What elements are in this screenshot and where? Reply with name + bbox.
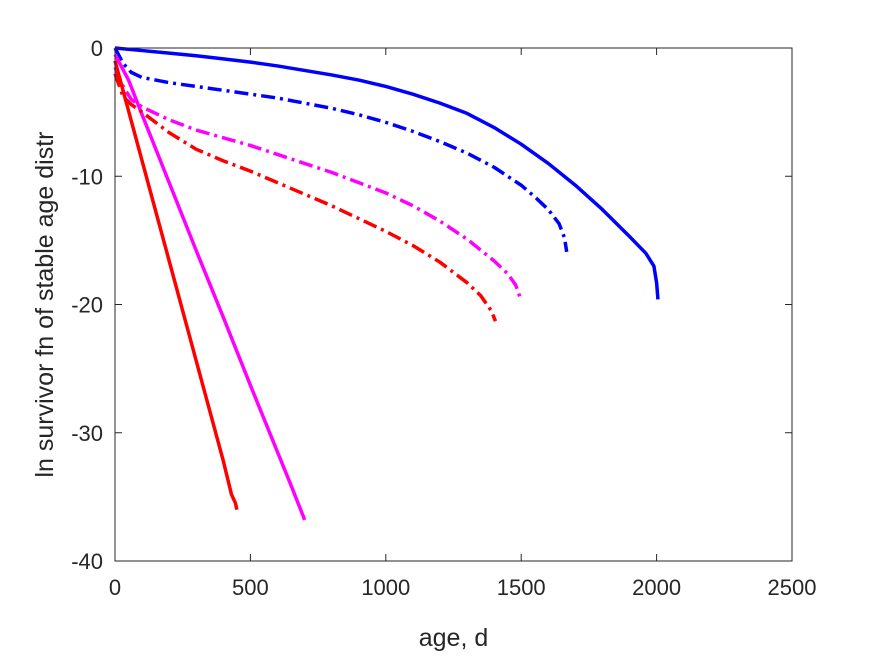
y-tick-label: -10	[71, 164, 103, 189]
y-axis-title: ln survivor fn of stable age distr	[31, 132, 59, 478]
x-tick-label: 2000	[632, 575, 681, 600]
x-axis-title: age, d	[419, 624, 489, 652]
series-line-4-dashdot	[113, 66, 522, 298]
series-line-1-solid	[114, 46, 660, 300]
series-line-6-dashdot	[113, 73, 498, 322]
series-line-2-dashdot	[113, 47, 569, 253]
x-tick-label: 2500	[768, 575, 817, 600]
y-tick-label: -40	[71, 549, 103, 574]
series-line-5-solid	[113, 60, 239, 511]
y-tick-label: 0	[91, 36, 103, 61]
x-axis: 0 500 1000 1500 2000 2500	[109, 48, 817, 600]
y-tick-label: -20	[71, 293, 103, 318]
x-tick-label: 500	[232, 575, 269, 600]
x-tick-label: 0	[109, 575, 121, 600]
series-line-3-solid	[113, 53, 307, 521]
x-tick-label: 1500	[497, 575, 546, 600]
x-tick-label: 1000	[361, 575, 410, 600]
plot-lines	[113, 46, 660, 521]
y-axis: 0 -10 -20 -30 -40	[71, 36, 792, 574]
y-tick-label: -30	[71, 421, 103, 446]
